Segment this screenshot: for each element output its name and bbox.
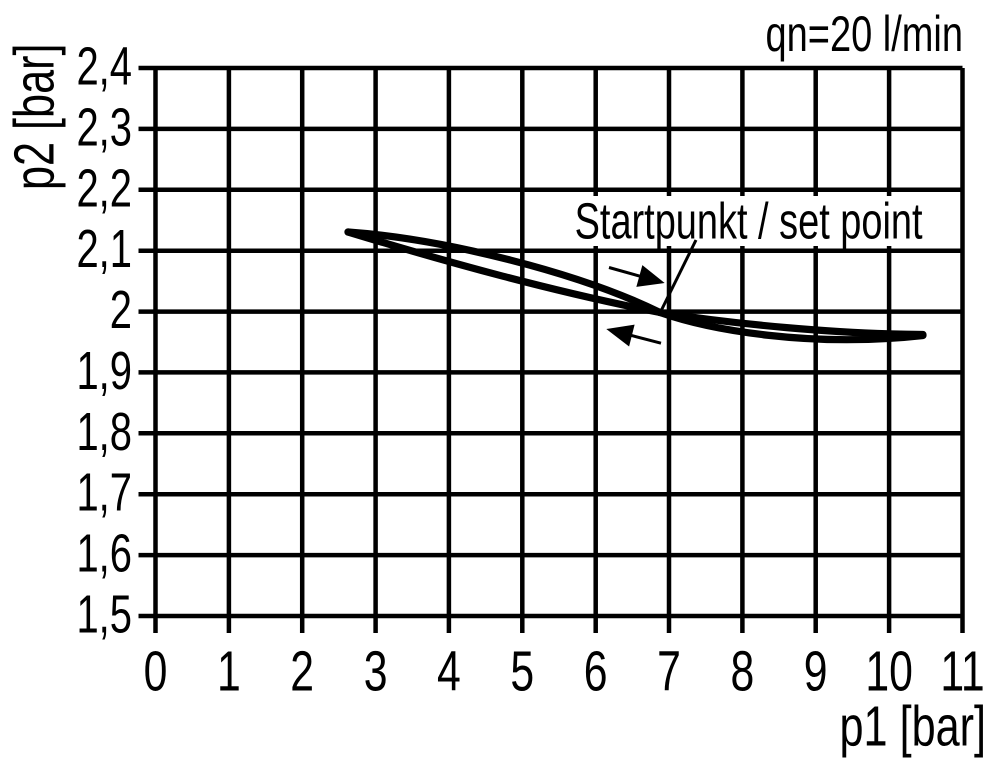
svg-text:5: 5 (510, 638, 534, 702)
svg-text:4: 4 (437, 638, 461, 702)
svg-text:p2 [bar]: p2 [bar] (2, 44, 66, 190)
svg-text:2: 2 (290, 638, 314, 702)
svg-text:qn=20 l/min: qn=20 l/min (766, 7, 963, 62)
svg-text:p1 [bar]: p1 [bar] (840, 694, 986, 758)
svg-text:1,7: 1,7 (76, 463, 132, 523)
svg-text:8: 8 (731, 638, 755, 702)
svg-text:1,8: 1,8 (76, 402, 132, 462)
svg-text:1,9: 1,9 (76, 341, 132, 401)
svg-text:2,1: 2,1 (76, 219, 132, 279)
svg-text:0: 0 (144, 638, 168, 702)
svg-text:2,3: 2,3 (76, 98, 132, 158)
svg-text:6: 6 (584, 638, 608, 702)
svg-text:10: 10 (865, 638, 913, 702)
svg-text:1,6: 1,6 (76, 524, 132, 584)
svg-text:Startpunkt / set point: Startpunkt / set point (575, 192, 923, 250)
svg-text:11: 11 (940, 638, 984, 702)
svg-text:1,5: 1,5 (76, 585, 132, 645)
svg-text:7: 7 (657, 638, 681, 702)
svg-text:3: 3 (364, 638, 388, 702)
svg-text:9: 9 (804, 638, 828, 702)
svg-text:1: 1 (217, 638, 241, 702)
svg-text:2: 2 (110, 280, 132, 340)
svg-text:2,2: 2,2 (76, 159, 132, 219)
svg-text:2,4: 2,4 (76, 37, 132, 97)
